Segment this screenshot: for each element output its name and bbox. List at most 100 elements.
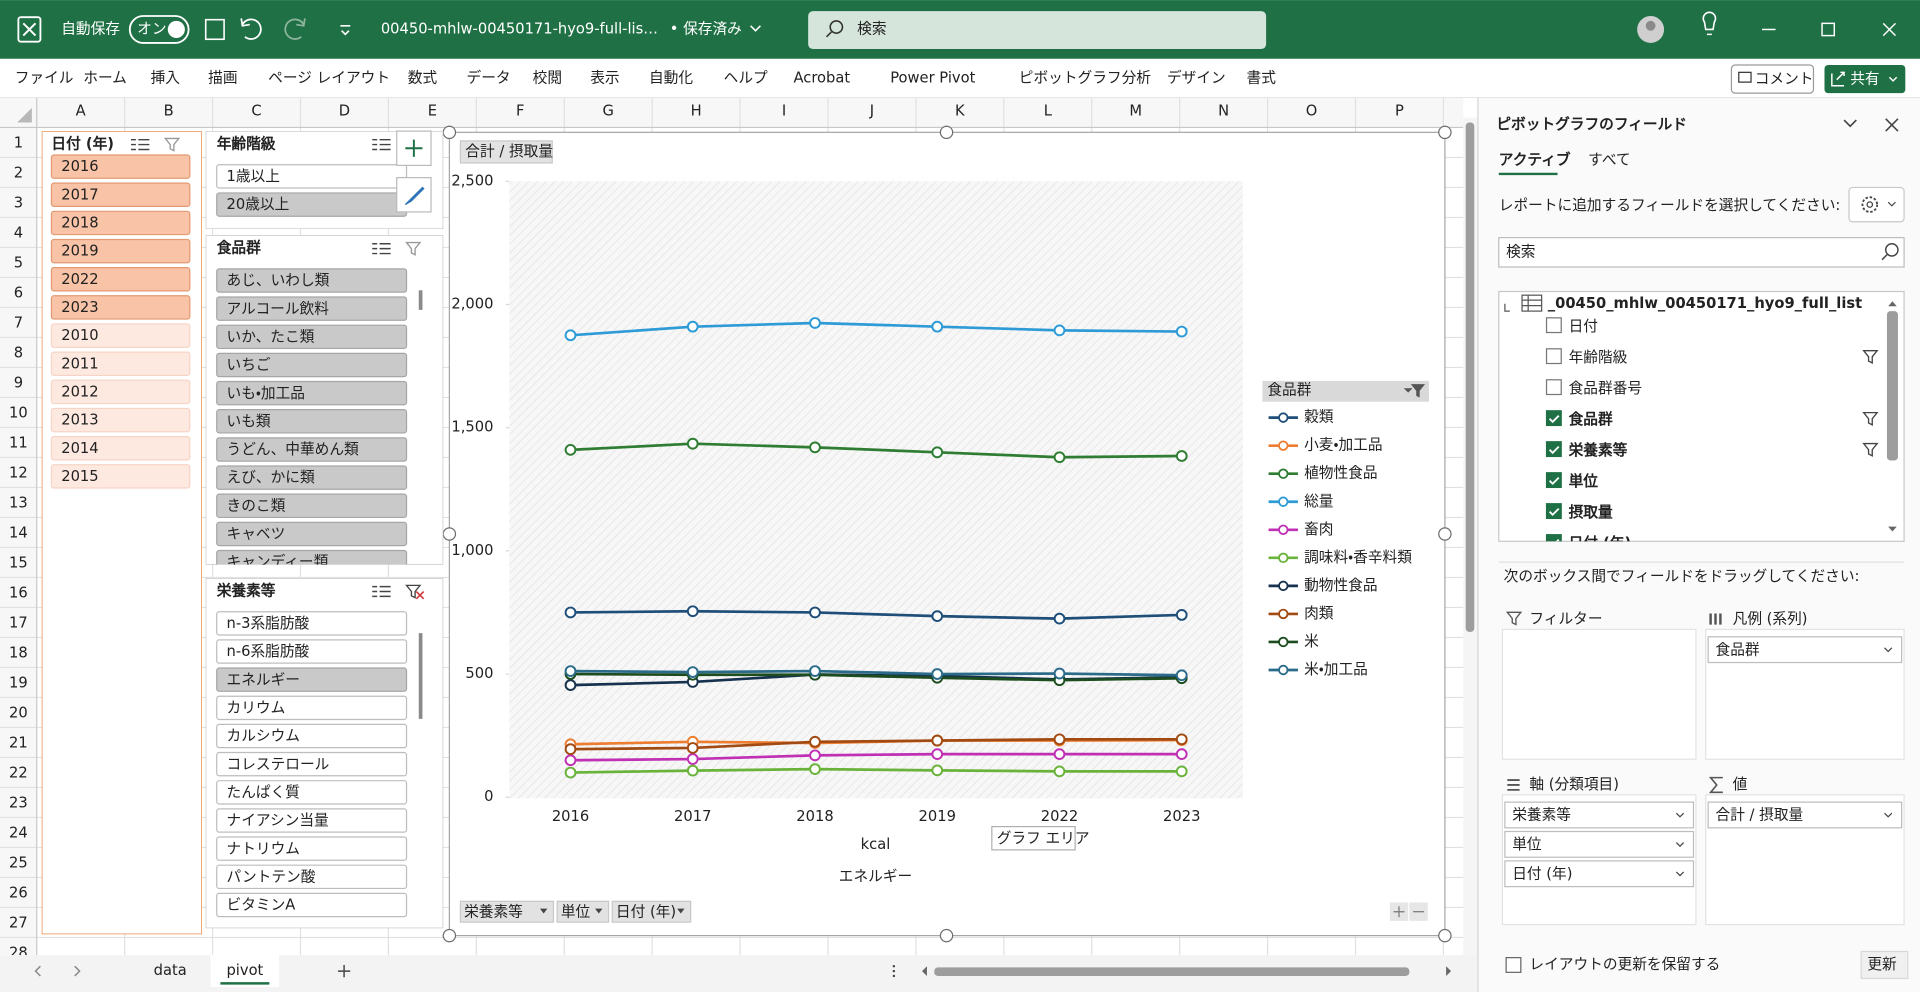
h-scroll-thumb[interactable] <box>934 967 1409 976</box>
row-header[interactable]: 10 <box>9 405 28 422</box>
sheet-tab[interactable]: pivot <box>226 962 263 979</box>
column-header[interactable]: O <box>1306 103 1318 120</box>
ribbon-tab[interactable]: Acrobat <box>793 69 850 86</box>
data-point[interactable] <box>688 766 698 776</box>
legend-label[interactable]: 畜肉 <box>1304 521 1333 538</box>
data-point[interactable] <box>566 666 576 676</box>
row-header[interactable]: 4 <box>14 225 23 242</box>
drop-area[interactable] <box>1502 629 1695 759</box>
data-point[interactable] <box>566 768 576 778</box>
column-header[interactable]: K <box>955 103 965 120</box>
field-checkbox[interactable] <box>1547 318 1562 333</box>
pane-tab[interactable]: すべて <box>1588 151 1630 168</box>
data-point[interactable] <box>1055 669 1065 679</box>
data-point[interactable] <box>1177 327 1187 337</box>
legend-label[interactable]: 調味料・香辛料類 <box>1304 549 1412 566</box>
data-point[interactable] <box>1177 670 1187 680</box>
field-list-scroll-thumb[interactable] <box>1887 311 1898 460</box>
field-label[interactable]: 食品群 <box>1569 410 1613 428</box>
ribbon-tab[interactable]: ページ レイアウト <box>268 69 390 86</box>
sheet-tab[interactable]: data <box>154 962 187 979</box>
ribbon-tab[interactable]: データ <box>467 68 511 86</box>
field-checkbox[interactable] <box>1547 473 1562 488</box>
column-header[interactable]: B <box>164 103 174 120</box>
resize-handle[interactable] <box>443 126 455 138</box>
data-point[interactable] <box>1177 749 1187 759</box>
pane-tab-active[interactable]: アクティブ <box>1499 150 1571 168</box>
data-point[interactable] <box>1177 610 1187 620</box>
file-name[interactable]: 00450-mhlw-00450171-hyo9-full-lis… <box>381 20 658 37</box>
resize-handle[interactable] <box>443 528 455 540</box>
legend-label[interactable]: 米・加工品 <box>1304 661 1368 678</box>
column-header[interactable]: G <box>603 103 614 120</box>
data-point[interactable] <box>932 736 942 746</box>
ribbon-tab[interactable]: 自動化 <box>649 69 693 86</box>
data-point[interactable] <box>566 680 576 690</box>
row-header[interactable]: 9 <box>14 375 23 392</box>
row-header[interactable]: 24 <box>9 825 28 842</box>
data-point[interactable] <box>1055 452 1065 462</box>
row-header[interactable]: 16 <box>9 585 28 602</box>
ribbon-tab[interactable]: 挿入 <box>151 69 181 86</box>
row-header[interactable]: 27 <box>9 915 28 932</box>
column-header[interactable]: F <box>516 103 524 120</box>
data-point[interactable] <box>566 608 576 618</box>
ribbon-tab[interactable]: 書式 <box>1247 69 1277 86</box>
row-header[interactable]: 1 <box>14 135 23 152</box>
field-checkbox[interactable] <box>1547 411 1562 426</box>
field-label[interactable]: 食品群番号 <box>1569 380 1642 397</box>
row-header[interactable]: 23 <box>9 795 28 812</box>
field-checkbox[interactable] <box>1547 504 1562 519</box>
row-header[interactable]: 3 <box>14 195 23 212</box>
row-header[interactable]: 15 <box>9 555 28 572</box>
ribbon-tab[interactable]: ヘルプ <box>724 69 768 86</box>
column-header[interactable]: D <box>339 103 350 120</box>
data-point[interactable] <box>932 749 942 759</box>
ribbon-tab[interactable]: 表示 <box>590 69 619 86</box>
data-point[interactable] <box>566 744 576 754</box>
data-point[interactable] <box>566 445 576 455</box>
row-header[interactable]: 18 <box>9 645 28 662</box>
resize-handle[interactable] <box>940 929 952 941</box>
row-header[interactable]: 20 <box>9 705 28 722</box>
field-label[interactable]: 年齢階級 <box>1569 349 1628 366</box>
legend-label[interactable]: 米 <box>1304 633 1319 650</box>
ribbon-tab[interactable]: 描画 <box>208 69 237 86</box>
data-point[interactable] <box>810 442 820 452</box>
row-header[interactable]: 11 <box>9 435 28 452</box>
legend-label[interactable]: 小麦・加工品 <box>1304 437 1382 454</box>
data-point[interactable] <box>688 322 698 332</box>
row-header[interactable]: 7 <box>14 315 23 332</box>
legend-label[interactable]: 穀類 <box>1304 409 1334 426</box>
column-header[interactable]: J <box>869 103 874 120</box>
save-status[interactable]: • 保存済み <box>670 20 742 37</box>
field-checkbox[interactable] <box>1547 349 1562 364</box>
ribbon-tab[interactable]: Power Pivot <box>890 69 975 86</box>
data-point[interactable] <box>566 755 576 765</box>
data-point[interactable] <box>932 611 942 621</box>
column-header[interactable]: L <box>1044 103 1053 120</box>
data-point[interactable] <box>932 669 942 679</box>
field-checkbox[interactable] <box>1547 442 1562 457</box>
resize-handle[interactable] <box>443 929 455 941</box>
resize-handle[interactable] <box>1439 929 1451 941</box>
legend-label[interactable]: 動物性食品 <box>1304 577 1377 594</box>
column-header[interactable]: P <box>1395 103 1404 120</box>
data-point[interactable] <box>932 322 942 332</box>
ribbon-tab[interactable]: ホーム <box>83 69 127 86</box>
ribbon-tab[interactable]: 数式 <box>408 69 438 86</box>
row-header[interactable]: 19 <box>9 675 28 692</box>
data-point[interactable] <box>932 447 942 457</box>
data-point[interactable] <box>810 764 820 774</box>
column-header[interactable]: M <box>1129 103 1142 120</box>
data-point[interactable] <box>688 754 698 764</box>
data-point[interactable] <box>688 439 698 449</box>
data-point[interactable] <box>1177 734 1187 744</box>
row-header[interactable]: 21 <box>9 735 28 752</box>
data-point[interactable] <box>1177 451 1187 461</box>
legend-label[interactable]: 肉類 <box>1304 605 1334 622</box>
row-header[interactable]: 25 <box>9 855 28 872</box>
data-point[interactable] <box>566 330 576 340</box>
row-header[interactable]: 5 <box>14 255 23 272</box>
field-label[interactable]: 単位 <box>1569 472 1599 490</box>
